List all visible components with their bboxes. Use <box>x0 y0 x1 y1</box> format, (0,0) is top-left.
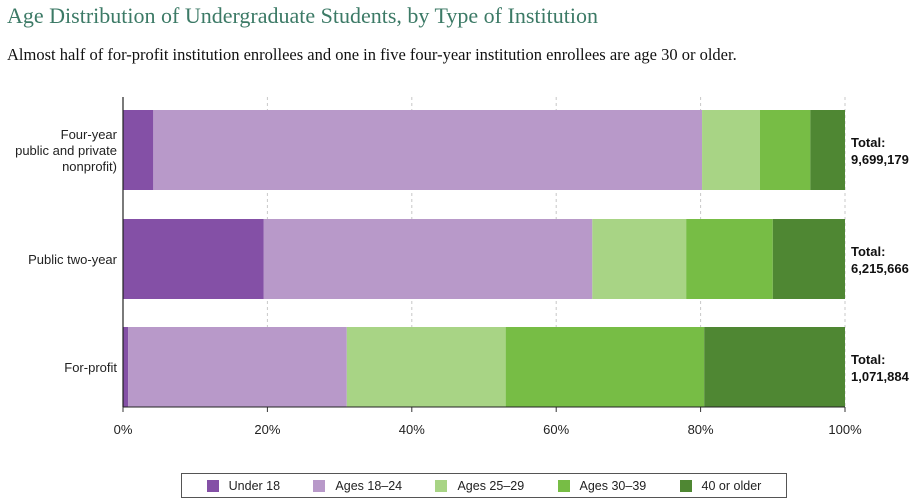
legend-label: Under 18 <box>228 478 281 493</box>
bar-segment-3-5 <box>704 327 845 407</box>
category-label: Public two-year <box>28 252 118 267</box>
category-label: Four-year <box>61 127 118 142</box>
legend-swatch <box>679 479 692 492</box>
legend-swatch <box>206 479 219 492</box>
bar-segment-1-2 <box>153 110 703 190</box>
bar-segment-3-2 <box>128 327 347 407</box>
total-label: Total: <box>851 352 885 367</box>
chart-legend: Under 18 Ages 18–24 Ages 25–29 Ages 30–39 40… <box>181 473 787 498</box>
chart-subtitle: Almost half of for-profit institution en… <box>7 45 737 64</box>
total-label: 6,215,666 <box>851 261 909 276</box>
total-label: Total: <box>851 135 885 150</box>
bar-segment-2-5 <box>772 219 845 299</box>
x-tick-label: 60% <box>543 422 569 437</box>
legend-swatch <box>557 479 570 492</box>
legend-item: Ages 25–29 <box>435 479 524 493</box>
legend-swatch <box>435 479 448 492</box>
bar-segment-1-3 <box>702 110 760 190</box>
bar-segment-2-2 <box>263 219 593 299</box>
legend-label: Ages 18–24 <box>335 478 403 493</box>
bar-segment-1-4 <box>759 110 811 190</box>
bar-segment-3-3 <box>346 327 506 407</box>
legend-label: Ages 25–29 <box>457 478 525 493</box>
total-label: 9,699,179 <box>851 152 909 167</box>
total-label: Total: <box>851 244 885 259</box>
bar-segment-3-1 <box>123 327 129 407</box>
category-label: public and private <box>15 143 117 158</box>
legend-item: 40 or older <box>679 478 762 493</box>
x-tick-label: 40% <box>399 422 425 437</box>
category-label: For-profit <box>64 360 117 375</box>
bar-segment-1-1 <box>123 110 154 190</box>
bar-segment-2-1 <box>123 219 264 299</box>
x-tick-label: 0% <box>114 422 133 437</box>
legend-item: Under 18 <box>206 478 281 493</box>
legend-label: Ages 30–39 <box>579 478 647 493</box>
x-tick-label: 20% <box>254 422 280 437</box>
chart-title: Age Distribution of Undergraduate Studen… <box>7 3 598 28</box>
x-tick-label: 100% <box>828 422 862 437</box>
legend-swatch <box>313 479 326 492</box>
bar-segment-2-4 <box>686 219 773 299</box>
bar-segment-2-3 <box>592 219 687 299</box>
bar-segment-3-4 <box>505 327 705 407</box>
legend-item: Ages 18–24 <box>313 479 402 493</box>
category-label: nonprofit) <box>62 159 117 174</box>
x-tick-label: 80% <box>688 422 714 437</box>
total-label: 1,071,884 <box>851 369 910 384</box>
legend-item: Ages 30–39 <box>557 478 647 493</box>
bar-segment-1-5 <box>810 110 845 190</box>
legend-label: 40 or older <box>701 478 762 493</box>
